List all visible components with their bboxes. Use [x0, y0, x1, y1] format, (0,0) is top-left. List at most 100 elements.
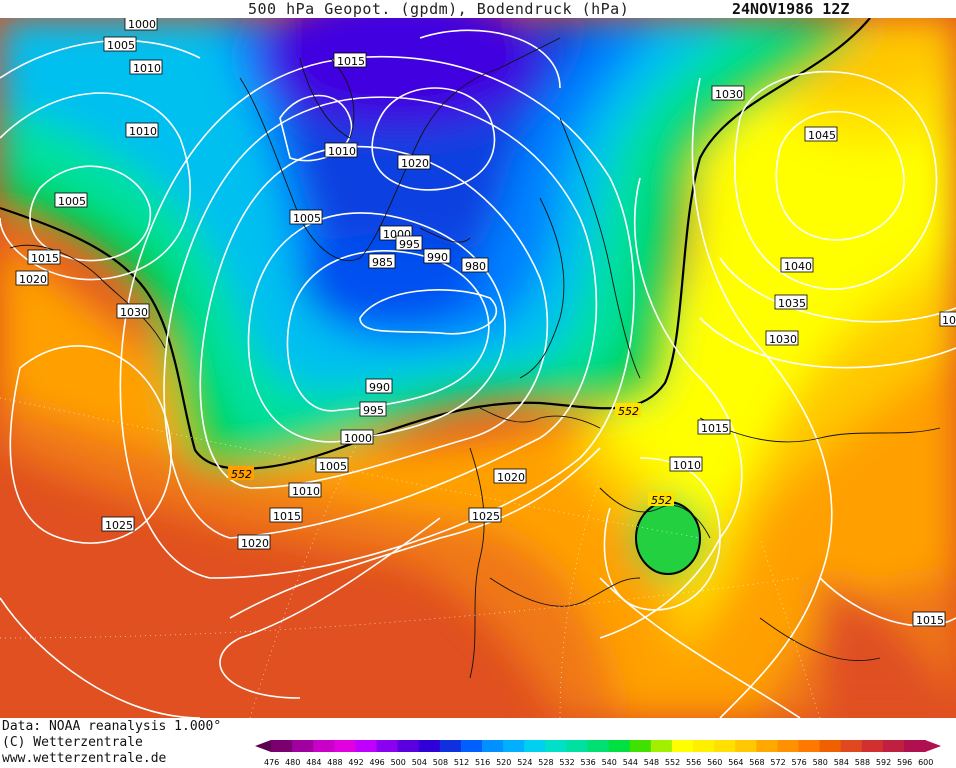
svg-text:1010: 1010 — [292, 485, 320, 498]
scale-cell — [714, 740, 736, 752]
scale-tick-label: 564 — [728, 758, 743, 767]
scale-tick-label: 508 — [433, 758, 448, 767]
scale-tick-label: 600 — [918, 758, 933, 767]
svg-text:1005: 1005 — [58, 195, 86, 208]
pressure-label: 1010 — [324, 142, 358, 158]
data-source-line: Data: NOAA reanalysis 1.000° — [2, 719, 222, 734]
scale-tick-label: 480 — [285, 758, 300, 767]
svg-text:1025: 1025 — [472, 510, 500, 523]
pressure-label: 10 — [939, 311, 956, 327]
isobars — [0, 29, 956, 718]
scale-tick-label: 516 — [475, 758, 490, 767]
svg-text:1010: 1010 — [673, 459, 701, 472]
pressure-label: 1010 — [125, 122, 159, 138]
map-canvas: 1000 1005 1010 1015 1010 1005 1015 1020 … — [0, 18, 956, 718]
scale-cell — [608, 740, 631, 752]
svg-text:1015: 1015 — [701, 422, 729, 435]
pressure-label: 1030 — [765, 330, 799, 346]
svg-text:995: 995 — [399, 238, 420, 251]
color-scale-legend: 476 480 484 488 492 496 500 504 508 512 516 520 524 5… — [255, 740, 942, 767]
scale-tick-label: 532 — [559, 758, 574, 767]
pressure-label: 1025 — [468, 507, 502, 523]
svg-text:1010: 1010 — [133, 62, 161, 75]
pressure-label: 1030 — [711, 85, 745, 101]
svg-text:1020: 1020 — [497, 471, 525, 484]
svg-text:1010: 1010 — [328, 145, 356, 158]
weather-map: 1000 1005 1010 1015 1010 1005 1015 1020 … — [0, 18, 956, 718]
svg-text:1040: 1040 — [784, 260, 812, 273]
scale-tick-label: 584 — [834, 758, 849, 767]
pressure-label: 1015 — [27, 249, 61, 265]
svg-text:1035: 1035 — [778, 297, 806, 310]
scale-tick-label: 552 — [665, 758, 680, 767]
scale-cell — [355, 740, 377, 752]
scale-tick-label: 592 — [876, 758, 891, 767]
scale-cell — [819, 740, 842, 752]
pressure-label: 1005 — [315, 457, 349, 473]
scale-tick-label: 492 — [348, 758, 363, 767]
scale-tick-label: 476 — [264, 758, 279, 767]
pressure-label: 1045 — [804, 126, 838, 142]
scale-tick-label: 488 — [327, 758, 342, 767]
scale-cell — [334, 740, 356, 752]
scale-tick-label: 504 — [412, 758, 427, 767]
pressure-label: 1030 — [116, 303, 150, 319]
height-label: 552 — [228, 466, 254, 481]
svg-text:1030: 1030 — [769, 333, 797, 346]
scale-tick-label: 576 — [792, 758, 807, 767]
scale-cell — [861, 740, 884, 752]
copyright-line: (C) Wetterzentrale — [2, 735, 143, 750]
svg-text:1015: 1015 — [31, 252, 59, 265]
scale-tick-label: 496 — [370, 758, 385, 767]
svg-text:1000: 1000 — [128, 18, 156, 31]
svg-text:995: 995 — [363, 404, 384, 417]
scale-cell — [376, 740, 399, 752]
scale-cell — [840, 740, 863, 752]
scale-cell — [503, 740, 525, 752]
contour-552 — [0, 18, 871, 470]
pressure-labels: 1000 1005 1010 1015 1010 1005 1015 1020 … — [15, 18, 956, 627]
scale-cell — [587, 740, 610, 752]
scale-cell — [418, 740, 441, 752]
scale-tick-label: 512 — [454, 758, 469, 767]
pressure-label: 1005 — [289, 209, 323, 225]
pressure-label: 995 — [359, 401, 387, 417]
scale-tick-label: 580 — [813, 758, 828, 767]
svg-text:990: 990 — [369, 381, 390, 394]
pressure-label: 990 — [423, 248, 451, 264]
svg-text:552: 552 — [231, 468, 252, 481]
svg-text:552: 552 — [651, 494, 672, 507]
pressure-label: 1025 — [101, 516, 135, 532]
scale-tick-label: 548 — [644, 758, 659, 767]
pressure-label: 995 — [395, 235, 423, 251]
scale-tick-label: 572 — [770, 758, 785, 767]
svg-text:1015: 1015 — [916, 614, 944, 627]
svg-text:1005: 1005 — [293, 212, 321, 225]
pressure-label: 1005 — [103, 36, 137, 52]
scale-cell — [460, 740, 483, 752]
scale-cell — [482, 740, 504, 752]
scale-tick-label: 500 — [391, 758, 406, 767]
svg-text:1025: 1025 — [105, 519, 133, 532]
scale-cell — [798, 740, 821, 752]
scale-arrow-left — [255, 740, 271, 752]
pressure-label: 1010 — [288, 482, 322, 498]
scale-cell — [397, 740, 420, 752]
scale-cell — [271, 740, 293, 752]
footer: Data: NOAA reanalysis 1.000° (C) Wetterz… — [0, 718, 956, 768]
scale-cell — [693, 740, 715, 752]
scale-tick-label: 484 — [306, 758, 321, 767]
svg-text:1045: 1045 — [808, 129, 836, 142]
cutoff-low-area — [636, 502, 700, 574]
height-labels: 552 552 552 — [228, 403, 674, 507]
height-label: 552 — [648, 492, 674, 507]
color-scale-cells — [255, 740, 942, 752]
pressure-label: 1015 — [333, 52, 367, 68]
svg-text:1015: 1015 — [337, 55, 365, 68]
scale-cell — [904, 740, 926, 752]
pressure-label: 1020 — [493, 468, 527, 484]
svg-text:1005: 1005 — [107, 39, 135, 52]
scale-tick-label: 568 — [749, 758, 764, 767]
scale-cell — [650, 740, 673, 752]
svg-text:980: 980 — [465, 260, 486, 273]
